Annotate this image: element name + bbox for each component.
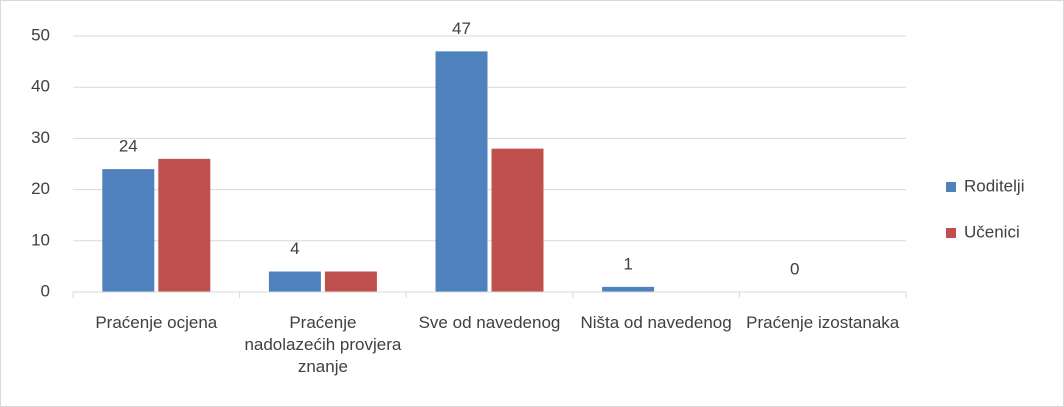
legend-label: Učenici <box>964 222 1020 241</box>
y-tick-label: 40 <box>31 77 50 96</box>
legend-marker <box>946 228 956 238</box>
x-tick-label: Sve od navedenog <box>418 313 561 332</box>
data-label: 4 <box>290 239 299 258</box>
y-tick-label: 30 <box>31 128 50 147</box>
bar <box>158 158 211 292</box>
legend-marker <box>946 182 956 192</box>
y-tick-label: 20 <box>31 179 50 198</box>
data-label: 24 <box>119 137 138 156</box>
data-label: 47 <box>452 19 471 38</box>
y-tick-label: 0 <box>41 281 50 300</box>
bar <box>602 286 655 292</box>
legend-label: Roditelji <box>964 176 1024 195</box>
bar <box>491 148 544 292</box>
x-tick-label: Praćenje ocjena <box>95 313 218 332</box>
data-label: 1 <box>623 254 632 273</box>
bar <box>435 51 488 292</box>
x-tick-label: Praćenje izostanaka <box>746 313 900 332</box>
data-label: 0 <box>790 259 799 278</box>
bar <box>102 169 155 292</box>
bar <box>324 271 377 292</box>
bar <box>268 271 321 292</box>
x-tick-label: Ništa od navedenog <box>580 313 732 332</box>
x-tick-label: Praćenje nadolazećih provjera znanje <box>244 313 402 376</box>
y-tick-label: 50 <box>31 25 50 44</box>
y-tick-label: 10 <box>31 230 50 249</box>
